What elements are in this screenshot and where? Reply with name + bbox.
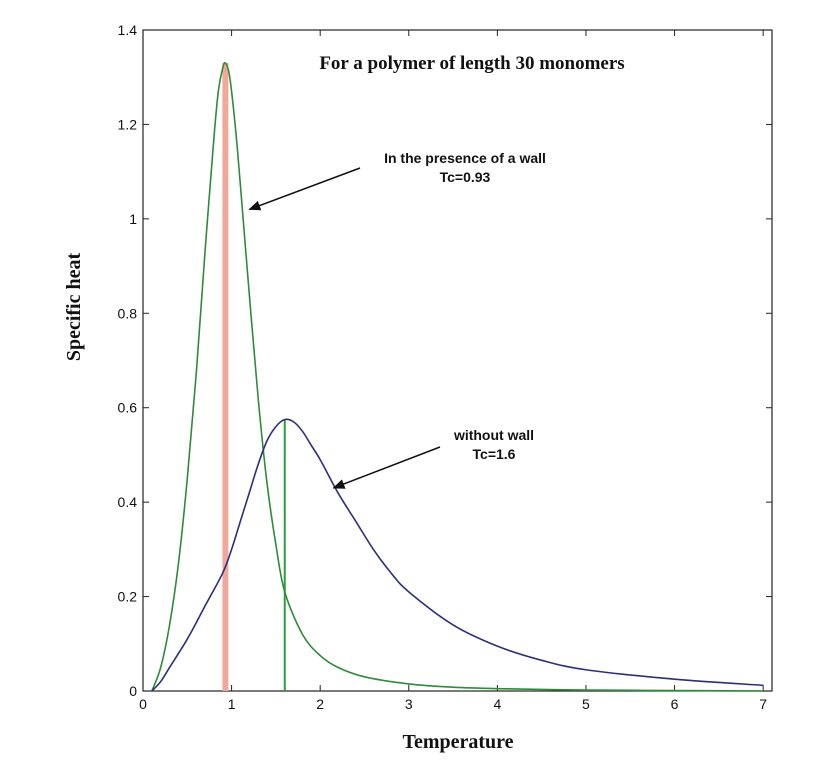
annotation-text: In the presence of a wall [384,150,546,166]
annotations: In the presence of a wall Tc=0.93 without … [248,150,546,489]
series-line [151,418,764,692]
series-lines [151,61,764,692]
x-tick-label: 6 [671,696,679,712]
x-tick-label: 0 [139,696,147,712]
annotation-arrow [332,446,441,489]
annotation-text: Tc=1.6 [473,446,516,462]
x-axis-title: Temperature [402,731,513,753]
x-tick-label: 4 [493,696,501,712]
y-tick-label: 1.2 [118,116,138,132]
y-tick-label: 0 [129,683,137,699]
annotation-arrow [248,167,361,211]
y-tick-label: 0.4 [118,494,138,510]
x-tick-label: 1 [228,696,236,712]
annotation-text: Tc=0.93 [440,169,491,185]
y-tick-label: 0.8 [118,305,138,321]
x-tick-label: 2 [316,696,324,712]
axis-ticks: 0 1 2 3 4 5 6 7 0 0.2 0.4 0.6 0.8 1 1.2 1.4 [118,22,772,712]
chart-title: For a polymer of length 30 monomers [319,53,624,74]
y-tick-label: 1.4 [118,22,138,38]
y-tick-label: 1 [129,211,137,227]
plot-frame [142,29,773,692]
x-tick-label: 3 [405,696,413,712]
x-tick-label: 5 [582,696,590,712]
y-axis-title: Specific heat [63,253,85,362]
y-tick-label: 0.6 [118,400,138,416]
y-tick-label: 0.2 [118,589,138,605]
series-line [151,61,764,692]
annotation-text: without wall [453,427,534,443]
x-tick-label: 7 [759,696,767,712]
vertical-markers [222,63,286,691]
